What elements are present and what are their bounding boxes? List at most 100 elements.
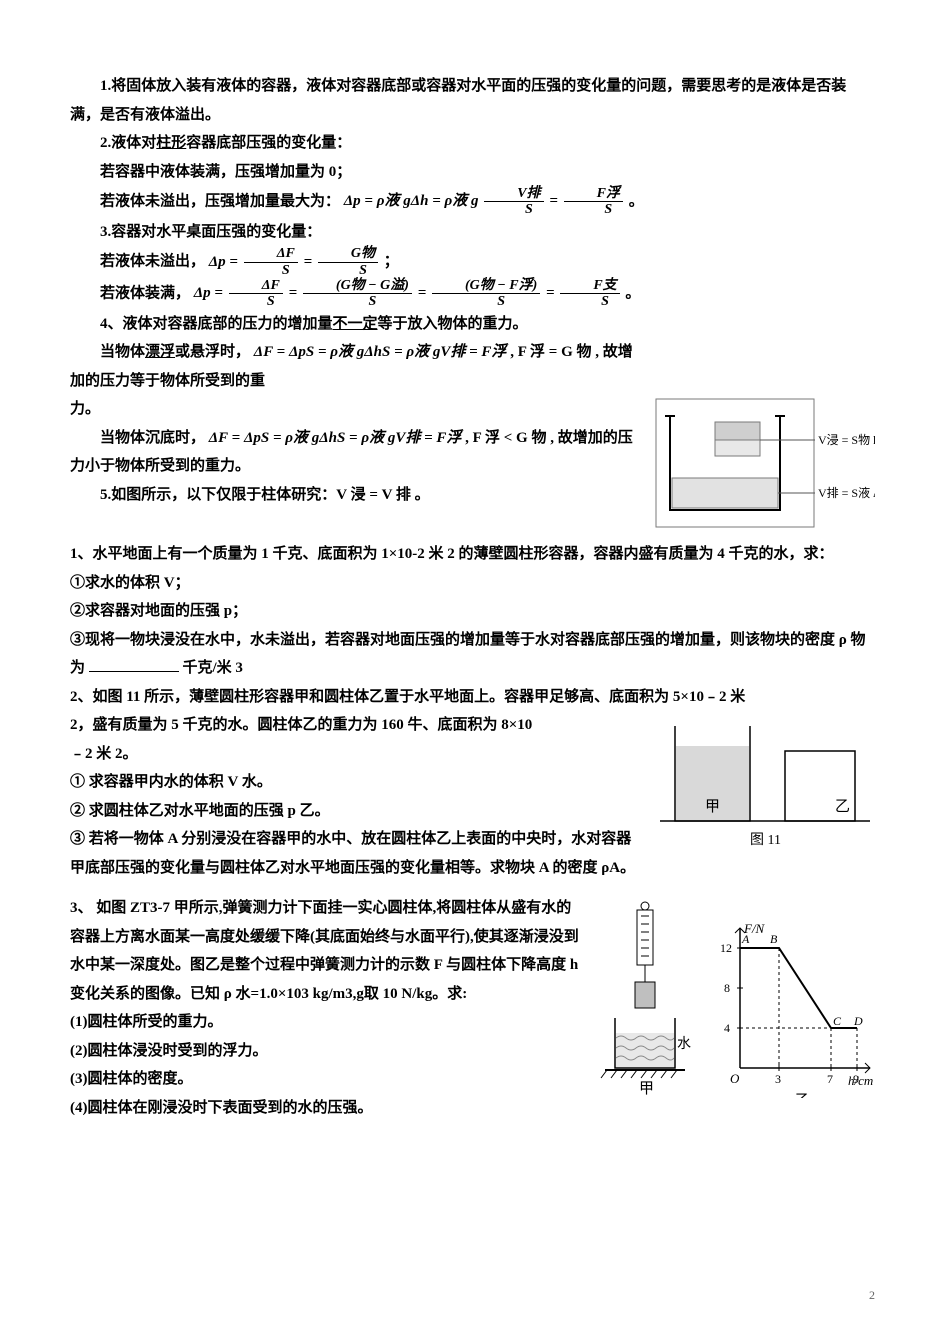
svg-text:B: B	[770, 932, 778, 946]
svg-text:A: A	[741, 932, 750, 946]
mid: 或悬浮时，	[175, 344, 250, 360]
q2-line1: 2、如图 11 所示，薄壁圆柱形容器甲和圆柱体乙置于水平地面上。容器甲足够高、底…	[70, 683, 875, 712]
content: 1.将固体放入装有液体的容器，液体对容器底部或容器对水平面的压强的变化量的问题，…	[70, 72, 875, 1122]
den: S	[244, 263, 298, 278]
svg-text:h/cm: h/cm	[848, 1073, 873, 1088]
svg-text:12: 12	[720, 941, 732, 955]
den: S	[484, 202, 543, 217]
t3b-pre: 若液体装满，	[100, 285, 190, 301]
q3-caption-right: 乙	[795, 1093, 810, 1098]
den: S	[303, 294, 412, 309]
frac: F浮S	[564, 186, 623, 218]
q1-b: ②求容器对地面的压强 p；	[70, 597, 875, 626]
num: ΔF	[229, 278, 283, 294]
eq: =	[546, 285, 558, 301]
den: S	[229, 294, 283, 309]
theory-3b: 若液体装满， Δp = ΔFS = (G物 − G溢)S = (G物 − F浮)…	[70, 278, 875, 310]
beaker-diagram-icon: V浸 = S物 h V排 = S液 Δh	[655, 398, 875, 528]
figure-11-icon: 甲 乙 图 11	[655, 711, 875, 851]
q2-block: 2、如图 11 所示，薄壁圆柱形容器甲和圆柱体乙置于水平地面上。容器甲足够高、底…	[70, 683, 875, 883]
q2-label-left: 甲	[705, 799, 720, 815]
svg-text:4: 4	[724, 1021, 730, 1035]
t3a-pre: 若液体未溢出，	[100, 254, 205, 270]
t2-suf: 容器底部压强的变化量：	[186, 135, 351, 151]
theory-2a: 若容器中液体装满，压强增加量为 0；	[70, 158, 875, 187]
pre: 当物体	[100, 344, 145, 360]
theory-3-head: 3.容器对水平桌面压强的变化量：	[70, 218, 875, 247]
t2b-tail: 。	[629, 193, 644, 209]
suf: 千克/米 3	[183, 660, 243, 676]
svg-text:C: C	[833, 1014, 842, 1028]
t3b-formula: Δp = ΔFS = (G物 − G溢)S = (G物 − F浮)S = F支S	[194, 285, 626, 301]
svg-text:O: O	[730, 1071, 740, 1086]
svg-text:3: 3	[775, 1072, 781, 1086]
num: V排	[484, 186, 543, 202]
end: 故增加的压	[558, 430, 633, 446]
suf: 等于放入物体的重力。	[378, 316, 528, 332]
frac: F支S	[560, 278, 619, 310]
den: S	[318, 263, 378, 278]
svg-text:7: 7	[827, 1072, 833, 1086]
den: S	[560, 294, 619, 309]
figure-zt3-7-icon: 水 甲 4 8 12	[595, 898, 875, 1098]
lhs: Δp =	[209, 254, 242, 270]
q2-label-right: 乙	[835, 799, 850, 815]
t2-uline: 柱形	[156, 135, 186, 151]
q3-block: 水 甲 4 8 12	[70, 894, 875, 1122]
formula: ΔF = ΔpS = ρ液 gΔhS = ρ液 gV排 = F浮	[254, 344, 507, 360]
frac: (G物 − F浮)S	[432, 278, 540, 310]
blank-input[interactable]	[89, 656, 179, 672]
den: S	[564, 202, 623, 217]
pre: 当物体沉底时，	[100, 430, 205, 446]
q1-a: ①求水的体积 V；	[70, 569, 875, 598]
diagram-label-bottom: V排 = S液 Δh	[818, 485, 875, 500]
pre: 4、液体对容器底部的压力的增加量	[100, 316, 333, 332]
den: S	[432, 294, 540, 309]
eq: =	[289, 285, 301, 301]
num: F支	[560, 278, 619, 294]
diagram-label-top: V浸 = S物 h	[818, 433, 875, 447]
frac: V排S	[484, 186, 543, 218]
num: (G物 − F浮)	[432, 278, 540, 294]
theory-4-head: 4、液体对容器底部的压力的增加量不一定等于放入物体的重力。	[70, 310, 875, 339]
page-number: 2	[869, 1284, 875, 1307]
t2b-formula: Δp = ρ液 gΔh = ρ液 g V排S = F浮S	[344, 193, 629, 209]
eq: =	[418, 285, 430, 301]
q1-title: 1、水平地面上有一个质量为 1 千克、底面积为 1×10-2 米 2 的薄壁圆柱…	[70, 540, 875, 569]
num: F浮	[564, 186, 623, 202]
q3-water-label: 水	[677, 1036, 691, 1052]
tail: 。	[625, 285, 640, 301]
theory-2b: 若液体未溢出，压强增加量最大为： Δp = ρ液 gΔh = ρ液 g V排S …	[70, 186, 875, 218]
page: 1.将固体放入装有液体的容器，液体对容器底部或容器对水平面的压强的变化量的问题，…	[0, 0, 945, 1337]
theory-1: 1.将固体放入装有液体的容器，液体对容器底部或容器对水平面的压强的变化量的问题，…	[70, 72, 875, 129]
q2-caption: 图 11	[750, 833, 781, 848]
q3-figure: 水 甲 4 8 12	[595, 898, 875, 1098]
eq: =	[304, 254, 316, 270]
num: (G物 − G溢)	[303, 278, 412, 294]
tail: ；	[384, 254, 399, 270]
uline: 不一定	[333, 316, 378, 332]
svg-text:D: D	[853, 1014, 863, 1028]
uline: 漂浮	[145, 344, 175, 360]
lhs: Δp =	[194, 285, 227, 301]
q2-figure: 甲 乙 图 11	[655, 711, 875, 851]
t2b-lhs: Δp = ρ液 gΔh = ρ液 g	[344, 193, 479, 209]
theory-diagram: V浸 = S物 h V排 = S液 Δh	[655, 398, 875, 528]
l2: 2，盛有质量为 5 千克的水。圆柱体乙的重力为 160 牛、底面积为 8×10	[70, 717, 532, 733]
q3-caption-left: 甲	[639, 1081, 654, 1097]
q1-c: ③现将一物块浸没在水中，水未溢出，若容器对地面压强的增加量等于水对容器底部压强的…	[70, 626, 875, 683]
num: ΔF	[244, 246, 298, 262]
theory-4a: 当物体漂浮或悬浮时， ΔF = ΔpS = ρ液 gΔhS = ρ液 gV排 =…	[70, 338, 875, 395]
bold: , F 浮 < G 物 ,	[465, 430, 554, 446]
theory-2-head: 2.液体对柱形容器底部压强的变化量：	[70, 129, 875, 158]
t2b-pre: 若液体未溢出，压强增加量最大为：	[100, 193, 340, 209]
t2-pre: 2.液体对	[100, 135, 156, 151]
frac: ΔFS	[229, 278, 283, 310]
eq: =	[549, 193, 561, 209]
theory-3a: 若液体未溢出， Δp = ΔFS = G物S ；	[70, 246, 875, 278]
frac: ΔFS	[244, 246, 298, 278]
frac: (G物 − G溢)S	[303, 278, 412, 310]
bold: , F 浮 = G 物 ,	[510, 344, 599, 360]
t3a-formula: Δp = ΔFS = G物S	[209, 254, 384, 270]
frac: G物S	[318, 246, 378, 278]
